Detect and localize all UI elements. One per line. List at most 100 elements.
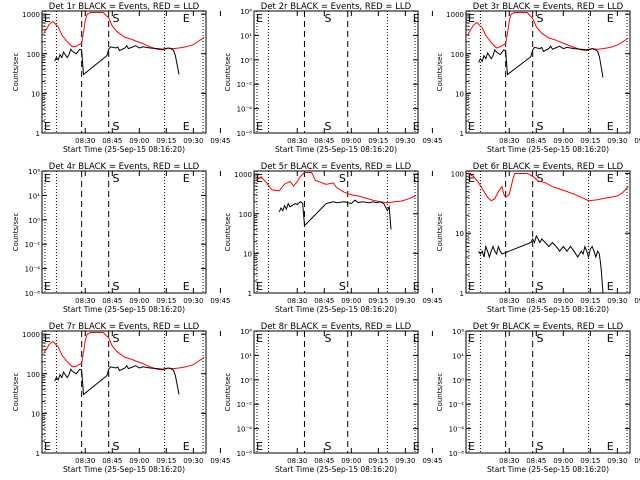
y-tick-label: 10⁰ [240, 377, 252, 385]
panel-title: Det 3r BLACK = Events, RED = LLD [473, 2, 624, 12]
x-tick-label: 08:45 [314, 137, 334, 145]
x-tick-label: 08:30 [287, 457, 307, 465]
series-line-red [467, 173, 629, 202]
edge-e-marker: E [44, 172, 51, 185]
x-tick-label: 09:45 [634, 457, 640, 465]
x-tick-label: 09:15 [368, 137, 388, 145]
y-tick-label: 10⁻⁶ [449, 450, 465, 458]
x-tick-label: 09:00 [129, 457, 149, 465]
x-tick-label: 09:45 [422, 457, 442, 465]
x-tick-label: 08:30 [287, 137, 307, 145]
start-marker-bottom: S [112, 440, 119, 453]
edge-e-marker-bottom: E [256, 440, 263, 453]
end-marker: E [607, 12, 614, 25]
x-tick-label: 09:15 [580, 297, 600, 305]
y-tick-label: 10¹ [28, 192, 40, 200]
y-tick-label: 10⁰ [240, 57, 252, 65]
end-marker-bottom: E [413, 280, 420, 293]
panel-title: Det 2r BLACK = Events, RED = LLD [261, 2, 412, 12]
end-marker: E [413, 332, 420, 345]
y-tick-label: 100 [451, 51, 464, 59]
y-tick-label: 1000 [22, 11, 40, 19]
y-tick-label: 10⁻² [237, 401, 253, 409]
x-tick-label: 09:00 [553, 137, 573, 145]
y-tick-label: 10⁻⁴ [25, 266, 41, 274]
series-line-red [43, 12, 205, 51]
edge-e-marker-bottom: E [256, 120, 263, 133]
y-tick-label: 10¹ [240, 352, 252, 360]
start-marker: S [536, 332, 543, 345]
edge-e-marker: E [256, 12, 263, 25]
y-tick-label: 1 [36, 450, 40, 458]
series-line-black [54, 364, 180, 396]
plot-frame [41, 170, 207, 294]
detector-panel-1: Det 1r BLACK = Events, RED = LLD 1 10 100 10… [12, 2, 231, 154]
series-line-red [43, 332, 205, 371]
plot-frame [41, 10, 207, 134]
y-axis-label: Counts/sec [436, 373, 444, 412]
x-tick-label: 09:15 [580, 457, 600, 465]
x-tick-label: 09:15 [156, 137, 176, 145]
x-tick-label: 09:30 [607, 137, 627, 145]
plot-frame [465, 170, 631, 294]
detector-panel-6: Det 6r BLACK = Events, RED = LLD 1 10 100 Co… [436, 162, 640, 314]
edge-e-marker: E [44, 12, 51, 25]
x-tick-label: 09:45 [210, 297, 230, 305]
start-marker-bottom: S [536, 120, 543, 133]
plot-frame [253, 170, 419, 294]
detector-panel-5: Det 5r BLACK = Events, RED = LLD 1 10 100 10… [224, 162, 443, 314]
panel-title: Det 4r BLACK = Events, RED = LLD [49, 162, 200, 172]
series-line-black [278, 199, 392, 230]
plot-frame [253, 10, 419, 134]
start-marker-bottom: S [112, 120, 119, 133]
x-tick-label: 09:45 [210, 137, 230, 145]
x-tick-label: 09:45 [422, 137, 442, 145]
plot-frame [253, 330, 419, 454]
start-marker: S [112, 332, 119, 345]
x-tick-label: 09:30 [607, 297, 627, 305]
y-tick-label: 1 [36, 130, 40, 138]
y-tick-label: 100 [27, 371, 40, 379]
y-axis-label: Counts/sec [436, 213, 444, 252]
y-tick-label: 1000 [446, 11, 464, 19]
x-tick-label: 09:15 [368, 457, 388, 465]
panel-title: Det 9r BLACK = Events, RED = LLD [473, 322, 624, 332]
start-marker: S [339, 172, 346, 185]
series-line-red [467, 12, 629, 52]
x-axis-label: Start Time (25-Sep-15 08:16:20) [275, 465, 397, 474]
x-axis-label: Start Time (25-Sep-15 08:16:20) [487, 465, 609, 474]
x-tick-label: 09:00 [553, 297, 573, 305]
x-tick-label: 08:45 [526, 297, 546, 305]
x-tick-label: 09:30 [183, 297, 203, 305]
start-marker: S [536, 12, 543, 25]
start-marker: S [536, 172, 543, 185]
end-marker-bottom: E [607, 440, 614, 453]
edge-e-marker: E [44, 332, 51, 345]
x-tick-label: 08:45 [526, 457, 546, 465]
series-line-red [255, 172, 417, 204]
edge-e-marker: E [468, 12, 475, 25]
start-marker: S [324, 12, 331, 25]
start-marker-bottom: S [112, 280, 119, 293]
detector-panel-8: Det 8r BLACK = Events, RED = LLD 10⁻⁶ 10⁻⁴… [224, 322, 443, 474]
y-tick-label: 10⁻⁶ [237, 450, 253, 458]
end-marker-bottom: E [413, 440, 420, 453]
x-tick-label: 08:30 [75, 137, 95, 145]
x-tick-label: 09:15 [580, 137, 600, 145]
x-tick-label: 09:00 [129, 137, 149, 145]
edge-e-marker-bottom: E [256, 280, 263, 293]
y-tick-label: 10 [31, 410, 40, 418]
y-tick-label: 10⁻⁴ [237, 106, 253, 114]
x-tick-label: 08:30 [499, 297, 519, 305]
start-marker-bottom: S [339, 280, 346, 293]
series-line-black [478, 45, 604, 78]
y-axis-label: Counts/sec [12, 53, 20, 92]
x-axis-label: Start Time (25-Sep-15 08:16:20) [487, 145, 609, 154]
detector-panel-3: Det 3r BLACK = Events, RED = LLD 1 10 100 10… [436, 2, 640, 154]
detector-panel-4: Det 4r BLACK = Events, RED = LLD 10⁻⁶ 10⁻⁴… [12, 162, 231, 314]
y-tick-label: 10⁻⁴ [237, 426, 253, 434]
y-tick-label: 1000 [234, 171, 252, 179]
y-tick-label: 10⁶ [452, 328, 464, 336]
panel-title: Det 7r BLACK = Events, RED = LLD [49, 322, 200, 332]
y-axis-label: Counts/sec [12, 213, 20, 252]
